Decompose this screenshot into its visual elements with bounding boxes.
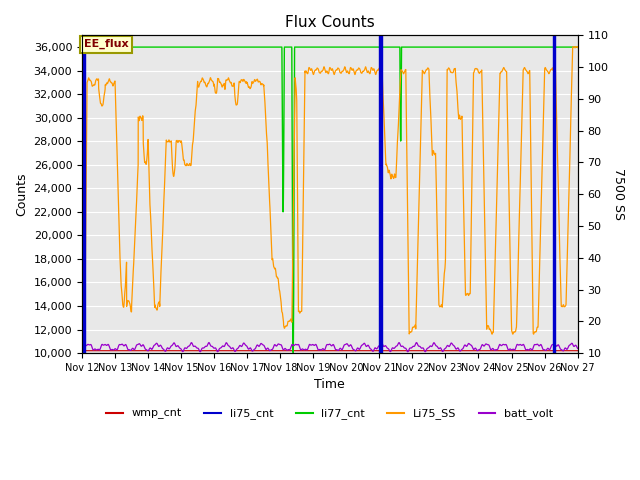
Text: EE_flux: EE_flux	[84, 39, 128, 49]
Bar	[380, 36, 382, 353]
Legend: wmp_cnt, li75_cnt, li77_cnt, Li75_SS, batt_volt: wmp_cnt, li75_cnt, li77_cnt, Li75_SS, ba…	[102, 404, 557, 424]
Bar	[82, 36, 84, 353]
Y-axis label: 7500 SS: 7500 SS	[612, 168, 625, 220]
X-axis label: Time: Time	[314, 378, 345, 391]
Title: Flux Counts: Flux Counts	[285, 15, 374, 30]
Y-axis label: Counts: Counts	[15, 172, 28, 216]
Bar	[553, 36, 556, 353]
